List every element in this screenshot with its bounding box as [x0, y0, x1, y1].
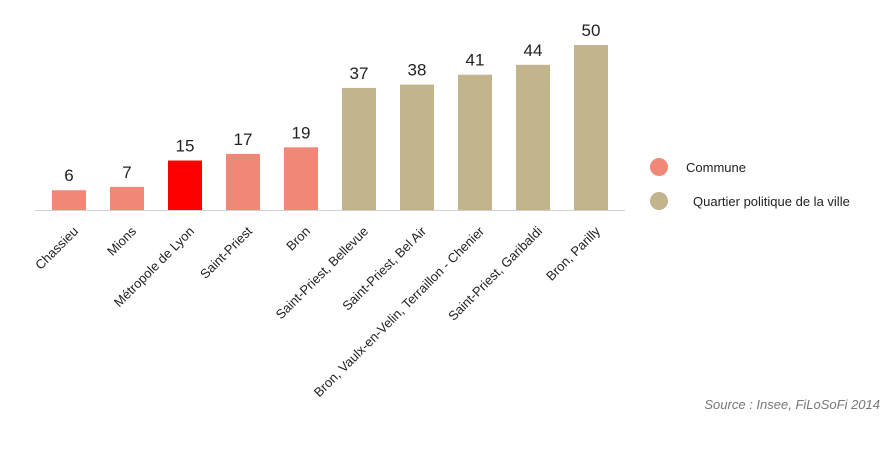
- bar-saint-priest-bellevue: [342, 87, 376, 210]
- x-tick-label-chassieu: Chassieu: [32, 224, 81, 273]
- value-label-saint-priest-bel-air: 38: [408, 61, 427, 80]
- value-label-bron: 19: [292, 123, 311, 142]
- source-note: Source : Insee, FiLoSoFi 2014: [704, 397, 880, 412]
- legend-swatch-commune: [650, 158, 668, 176]
- value-label-bron-parilly: 50: [582, 21, 601, 40]
- value-label-metropole-de-lyon: 15: [176, 137, 195, 156]
- bar-saint-priest-bel-air: [400, 84, 434, 210]
- bar-bron: [284, 147, 318, 210]
- legend-label-quartier: Quartier politique de la ville: [693, 194, 850, 209]
- bar-metropole-de-lyon: [168, 160, 202, 210]
- bar-bron-parilly: [574, 45, 608, 210]
- bar-mions: [110, 186, 144, 210]
- value-label-saint-priest-garibaldi: 44: [524, 41, 543, 60]
- legend-swatch-quartier: [650, 192, 668, 210]
- x-tick-label-bron: Bron: [283, 224, 313, 254]
- value-label-saint-priest-bellevue: 37: [350, 64, 369, 83]
- value-label-chassieu: 6: [64, 166, 73, 185]
- x-tick-label-bron-parilly: Bron, Parilly: [543, 223, 604, 284]
- bar-chassieu: [52, 190, 86, 210]
- legend-label-commune: Commune: [686, 160, 746, 175]
- value-label-bron-vaulx-en-velin-terraillon-chenier: 41: [466, 51, 485, 70]
- x-tick-label-mions: Mions: [104, 223, 139, 258]
- bars-group: [52, 45, 608, 210]
- legend: Commune Quartier politique de la ville: [650, 158, 850, 210]
- value-labels-group: 6 7 15 17 19 37 38 41 44 50: [64, 21, 600, 185]
- x-tick-label-saint-priest-garibaldi: Saint-Priest, Garibaldi: [445, 223, 545, 323]
- value-label-mions: 7: [122, 163, 131, 182]
- value-label-saint-priest: 17: [234, 130, 253, 149]
- bar-saint-priest-garibaldi: [516, 64, 550, 210]
- bar-saint-priest: [226, 153, 260, 210]
- x-tick-label-saint-priest: Saint-Priest: [197, 223, 255, 281]
- bar-bron-vaulx-en-velin-terraillon-chenier: [458, 74, 492, 210]
